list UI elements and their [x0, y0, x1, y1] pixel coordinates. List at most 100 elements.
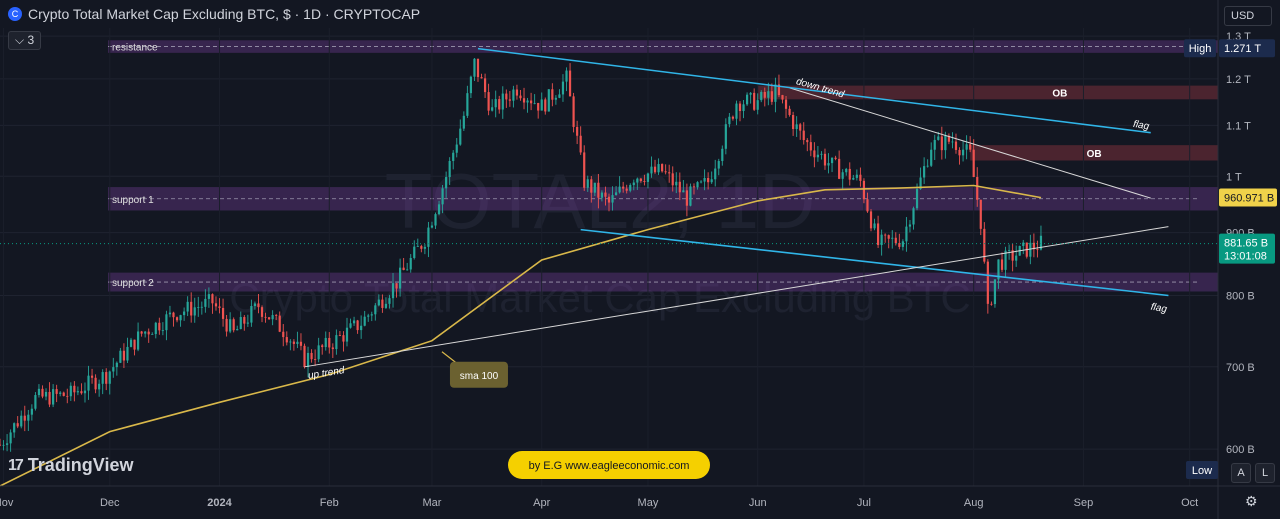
candle-body [742, 104, 745, 112]
indicator-count: 3 [27, 33, 35, 47]
x-tick-label: Jul [857, 497, 871, 509]
candle-body [590, 179, 593, 193]
credit-pill [508, 451, 710, 479]
candle-body [838, 158, 841, 179]
candle-body [544, 99, 547, 112]
candle-body [491, 107, 494, 111]
x-tick-label: Nov [0, 497, 14, 509]
sma-line [0, 184, 1042, 487]
candle-body [487, 92, 490, 111]
candle-body [675, 181, 678, 186]
candle-body [391, 283, 395, 299]
candle-body [717, 161, 720, 169]
candle-body [689, 186, 692, 206]
candle-body [533, 102, 536, 104]
candle-body [218, 306, 221, 308]
candle-body [239, 317, 242, 330]
candle-body [866, 199, 869, 212]
candle-body [98, 383, 101, 390]
trendline-label: flag [1150, 302, 1168, 316]
candle-body [175, 317, 179, 321]
auto-scale-button[interactable]: A [1231, 463, 1251, 483]
candle-body [374, 305, 377, 315]
candle-body [661, 164, 664, 172]
candle-body [813, 150, 816, 158]
candle-body [416, 246, 419, 247]
candle-body [629, 185, 632, 191]
candle-body [1004, 250, 1007, 270]
candle-body [749, 92, 752, 95]
settings-gear-icon[interactable]: ⚙ [1245, 493, 1258, 509]
candle-body [285, 337, 288, 343]
candle-body [161, 330, 164, 331]
candle-body [430, 225, 434, 228]
candle-body [455, 144, 458, 153]
x-tick-label: Oct [1181, 497, 1198, 509]
candle-body [508, 99, 511, 101]
currency-selector[interactable]: USD [1224, 6, 1272, 26]
candle-body [62, 392, 65, 396]
candle-body [483, 78, 487, 93]
candle-body [880, 234, 883, 246]
chevron-down-icon: ⌵ [15, 33, 25, 47]
candle-body [480, 77, 483, 79]
candle-body [873, 223, 876, 229]
candle-body [597, 182, 600, 198]
candle-body [381, 299, 384, 308]
zone-label: support 1 [112, 195, 154, 206]
chart-title-bar[interactable]: C Crypto Total Market Cap Excluding BTC,… [8, 6, 420, 22]
candle-body [409, 257, 412, 270]
candle-body [158, 322, 161, 331]
candle-body [44, 391, 48, 397]
candle-body [105, 372, 108, 384]
candle-body [908, 224, 912, 227]
candle-body [94, 377, 97, 390]
log-scale-button[interactable]: L [1255, 463, 1275, 483]
candle-body [59, 392, 62, 394]
high-price-value: 1.271 T [1224, 43, 1261, 55]
candle-body [476, 58, 480, 78]
candle-body [643, 181, 646, 182]
tradingview-logo[interactable]: 17 TradingView [8, 455, 134, 476]
y-tick-label: 800 B [1226, 290, 1255, 302]
candle-body [356, 320, 359, 331]
indicator-legend-toggle[interactable]: ⌵ 3 [8, 31, 42, 50]
candle-body [678, 181, 681, 193]
candle-body [547, 89, 550, 112]
candle-body [685, 190, 688, 206]
candle-body [845, 168, 848, 173]
candle-body [90, 375, 94, 378]
candle-body [229, 319, 232, 332]
candle-body [236, 329, 239, 331]
candle-body [144, 331, 147, 334]
candle-body [388, 298, 391, 304]
candle-body [122, 350, 126, 361]
candle-body [923, 166, 926, 178]
y-tick-label: 1 T [1226, 171, 1242, 183]
candle-body [855, 174, 858, 178]
candle-body [593, 182, 596, 193]
candle-body [618, 186, 621, 193]
candle-body [540, 99, 543, 111]
candle-body [823, 153, 827, 166]
candle-body [976, 176, 979, 200]
candle-body [147, 331, 150, 335]
candle-body [646, 173, 650, 182]
candle-body [23, 415, 26, 421]
candle-body [834, 157, 837, 159]
x-tick-label: May [638, 497, 659, 509]
candle-body [190, 301, 193, 316]
candle-body [554, 97, 557, 100]
candle-body [246, 322, 249, 324]
candle-body [452, 152, 455, 161]
candle-body [551, 89, 554, 100]
candle-body [753, 92, 756, 110]
candle-body [816, 154, 819, 158]
candle-body [186, 301, 189, 312]
candle-body [912, 208, 915, 225]
candle-body [650, 166, 653, 174]
candle-body [568, 70, 572, 97]
candle-body [876, 223, 880, 246]
